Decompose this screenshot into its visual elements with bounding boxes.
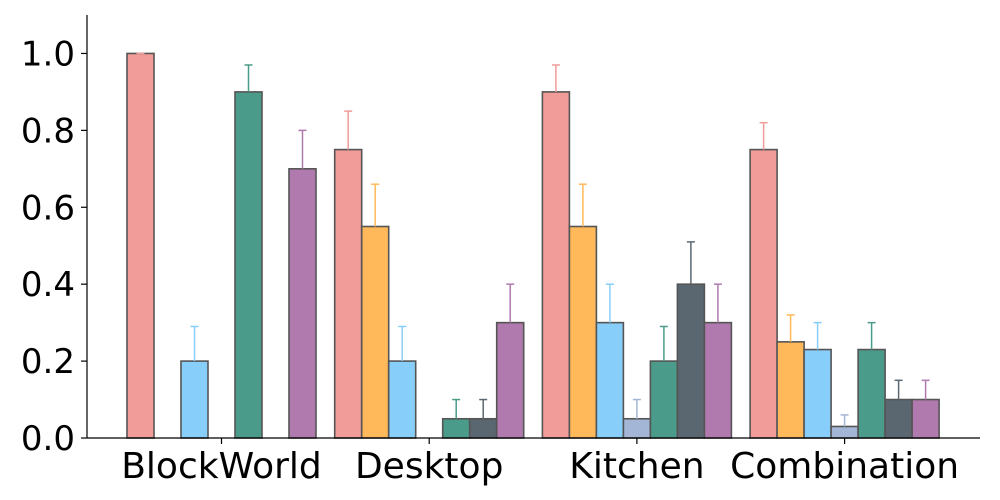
error-bar	[298, 129, 307, 169]
x-tick-labels: BlockWorld Desktop Kitchen Combination	[121, 438, 959, 487]
x-tick-label: BlockWorld	[121, 446, 322, 487]
error-bar	[921, 379, 930, 400]
error-bar	[686, 241, 695, 285]
error-bar	[605, 283, 614, 323]
error-bar	[786, 314, 795, 342]
error-bars-layer	[136, 52, 930, 427]
bar	[857, 348, 886, 439]
bar	[468, 417, 498, 439]
error-bar	[371, 183, 380, 227]
error-bar	[578, 183, 587, 227]
y-tick-label: 0.0	[21, 419, 75, 459]
error-bar	[632, 398, 641, 419]
x-tick-label: Desktop	[355, 446, 503, 487]
error-bar	[659, 325, 668, 362]
y-tick-label: 0.2	[21, 342, 75, 382]
error-bar	[813, 321, 822, 350]
error-bar	[190, 325, 199, 362]
error-bar	[244, 64, 253, 92]
bar	[749, 148, 778, 439]
bar	[703, 321, 733, 439]
bar	[126, 52, 155, 439]
x-tick-label: Combination	[730, 446, 959, 487]
bar	[911, 398, 940, 439]
bar	[568, 225, 598, 439]
x-tick-label: Kitchen	[569, 446, 704, 487]
bar	[360, 225, 390, 439]
axes	[86, 15, 980, 439]
y-tick-label: 0.8	[21, 111, 75, 151]
error-bar	[479, 398, 488, 419]
y-tick-label: 1.0	[21, 34, 75, 74]
error-bar	[551, 64, 560, 92]
bar	[884, 398, 913, 439]
bar	[441, 417, 471, 439]
bar	[495, 321, 525, 439]
bar	[676, 283, 706, 439]
bar	[387, 360, 417, 439]
bar	[288, 168, 317, 439]
error-bar	[867, 321, 876, 350]
y-tick-label: 0.6	[21, 188, 75, 228]
bar	[776, 341, 805, 439]
bar	[803, 348, 832, 439]
y-tick-label: 0.4	[21, 265, 75, 305]
bar	[595, 321, 625, 439]
bar	[622, 417, 652, 439]
bar	[333, 148, 363, 439]
bar	[180, 360, 209, 439]
error-bar	[759, 121, 768, 150]
error-bar	[398, 325, 407, 362]
error-bar	[894, 379, 903, 400]
bar	[541, 91, 571, 439]
bar	[234, 91, 263, 439]
error-bar	[452, 398, 461, 419]
bars-layer	[126, 52, 940, 439]
bar	[649, 360, 679, 439]
y-ticks: 0.0 0.2 0.4 0.6 0.8 1.0	[21, 34, 87, 459]
error-bar	[713, 283, 722, 323]
error-bar	[344, 110, 353, 150]
error-bar	[840, 414, 849, 427]
error-bar	[506, 283, 515, 323]
bar	[830, 425, 859, 439]
